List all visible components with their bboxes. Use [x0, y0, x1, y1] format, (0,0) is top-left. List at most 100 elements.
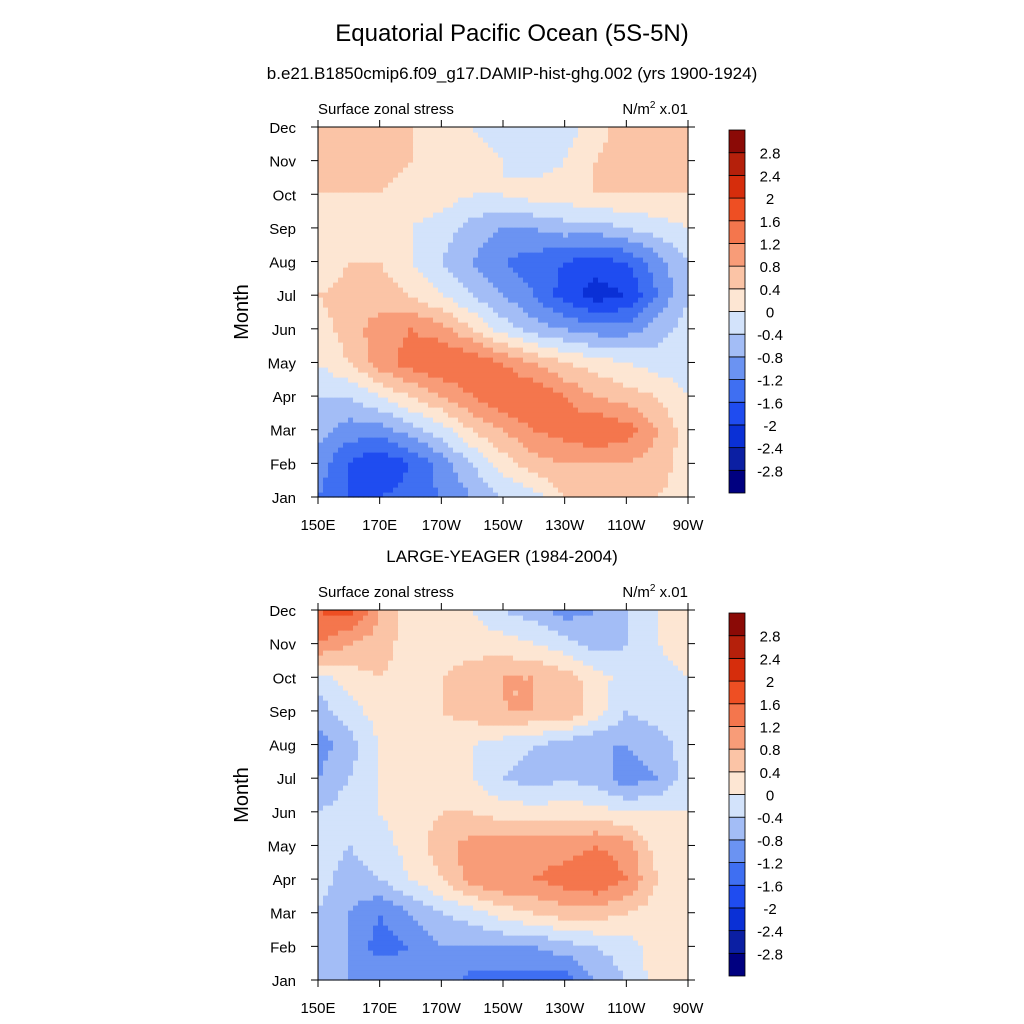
heatmap-cell: [573, 322, 579, 328]
heatmap-cell: [373, 337, 379, 343]
heatmap-cell: [678, 182, 684, 188]
heatmap-cell: [448, 432, 454, 438]
heatmap-cell: [433, 202, 439, 208]
heatmap-cell: [398, 407, 404, 413]
heatmap-cell: [323, 172, 329, 178]
heatmap-cell: [573, 232, 579, 238]
heatmap-cell: [468, 247, 474, 253]
heatmap-cell: [598, 347, 604, 353]
heatmap-cell: [323, 207, 329, 213]
heatmap-cell: [518, 397, 524, 403]
heatmap-cell: [553, 387, 559, 393]
heatmap-cell: [363, 282, 369, 288]
heatmap-cell: [598, 337, 604, 343]
heatmap-cell: [383, 292, 389, 298]
heatmap-cell: [453, 367, 459, 373]
heatmap-cell: [573, 447, 579, 453]
heatmap-cell: [533, 252, 539, 258]
heatmap-cell: [653, 182, 659, 188]
heatmap-cell: [553, 167, 559, 173]
heatmap-cell: [338, 462, 344, 468]
heatmap-cell: [493, 417, 499, 423]
heatmap-cell: [653, 487, 659, 493]
heatmap-cell: [603, 402, 609, 408]
heatmap-cell: [613, 367, 619, 373]
heatmap-cell: [543, 367, 549, 373]
heatmap-cell: [508, 452, 514, 458]
heatmap-cell: [498, 162, 504, 168]
heatmap-cell: [578, 172, 584, 178]
heatmap-cell: [358, 187, 364, 193]
heatmap-cell: [408, 387, 414, 393]
heatmap-cell: [623, 227, 629, 233]
heatmap-cell: [378, 387, 384, 393]
heatmap-cell: [538, 307, 544, 313]
heatmap-cell: [388, 417, 394, 423]
heatmap-cell: [448, 387, 454, 393]
heatmap-cell: [528, 427, 534, 433]
heatmap-cell: [543, 182, 549, 188]
heatmap-cell: [588, 482, 594, 488]
heatmap-cell: [353, 257, 359, 263]
heatmap-cell: [568, 162, 574, 168]
heatmap-cell: [608, 257, 614, 263]
heatmap-field: [318, 127, 689, 498]
heatmap-cell: [593, 222, 599, 228]
heatmap-cell: [613, 312, 619, 318]
heatmap-cell: [348, 187, 354, 193]
heatmap-cell: [678, 267, 684, 273]
heatmap-cell: [563, 317, 569, 323]
heatmap-cell: [523, 252, 529, 258]
heatmap-cell: [328, 402, 334, 408]
heatmap-cell: [498, 257, 504, 263]
heatmap-cell: [353, 342, 359, 348]
heatmap-cell: [458, 427, 464, 433]
heatmap-cell: [353, 357, 359, 363]
heatmap-cell: [603, 487, 609, 493]
heatmap-cell: [598, 342, 604, 348]
heatmap-cell: [683, 347, 689, 353]
heatmap-cell: [473, 442, 479, 448]
heatmap-cell: [583, 197, 589, 203]
heatmap-cell: [633, 262, 639, 268]
heatmap-cell: [353, 472, 359, 478]
heatmap-cell: [658, 327, 664, 333]
heatmap-cell: [598, 407, 604, 413]
heatmap-cell: [623, 437, 629, 443]
heatmap-cell: [643, 387, 649, 393]
heatmap-cell: [648, 167, 654, 173]
heatmap-cell: [543, 287, 549, 293]
heatmap-cell: [563, 362, 569, 368]
heatmap-cell: [648, 447, 654, 453]
heatmap-cell: [453, 397, 459, 403]
heatmap-cell: [458, 322, 464, 328]
heatmap-cell: [568, 367, 574, 373]
heatmap-cell: [528, 422, 534, 428]
heatmap-cell: [473, 332, 479, 338]
heatmap-cell: [673, 187, 679, 193]
heatmap-cell: [363, 167, 369, 173]
heatmap-cell: [593, 417, 599, 423]
heatmap-cell: [473, 422, 479, 428]
heatmap-cell: [423, 477, 429, 483]
heatmap-cell: [343, 387, 349, 393]
heatmap-cell: [448, 272, 454, 278]
heatmap-cell: [523, 362, 529, 368]
heatmap-cell: [488, 472, 494, 478]
heatmap-cell: [613, 237, 619, 243]
heatmap-cell: [578, 182, 584, 188]
heatmap-cell: [523, 177, 529, 183]
heatmap-cell: [593, 462, 599, 468]
heatmap-cell: [448, 407, 454, 413]
heatmap-cell: [558, 467, 564, 473]
heatmap-cell: [373, 292, 379, 298]
heatmap-cell: [608, 212, 614, 218]
heatmap-cell: [503, 217, 509, 223]
heatmap-cell: [678, 347, 684, 353]
heatmap-cell: [328, 442, 334, 448]
heatmap-cell: [603, 412, 609, 418]
heatmap-cell: [593, 467, 599, 473]
heatmap-cell: [363, 342, 369, 348]
heatmap-cell: [618, 422, 624, 428]
heatmap-cell: [633, 227, 639, 233]
